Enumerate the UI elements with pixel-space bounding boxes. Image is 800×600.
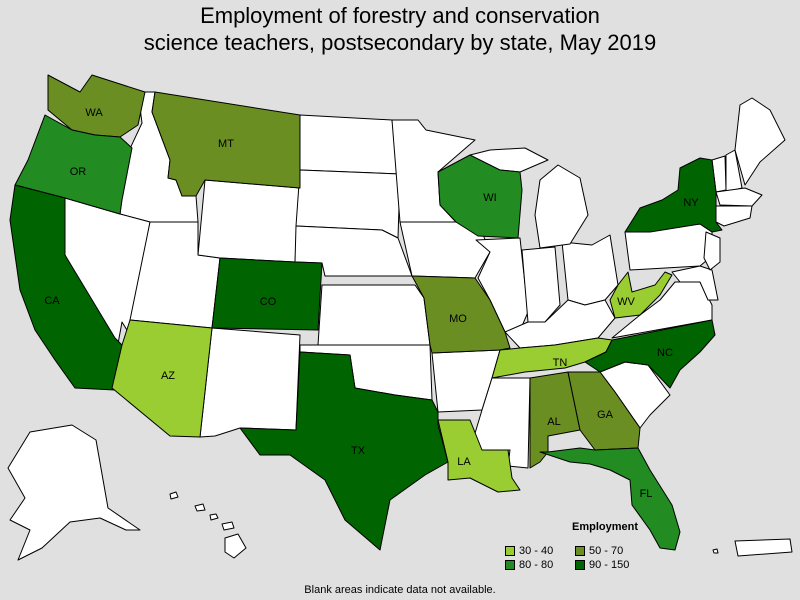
state-NY[interactable] [624,157,723,233]
label-WI: WI [483,192,496,204]
state-MI[interactable] [534,164,589,249]
label-NC: NC [657,347,673,359]
state-LA[interactable] [437,419,521,493]
state-TX[interactable] [239,351,449,551]
state-WV[interactable] [609,271,673,319]
colored-states [9,74,723,551]
state-MD-DE[interactable] [671,265,719,301]
state-WA[interactable] [47,74,146,138]
state-CT-RI[interactable] [715,205,753,227]
state-labels: WA OR CA MT CO AZ TX MO WI LA TN AL GA F… [44,107,699,500]
state-ME[interactable] [734,97,786,186]
state-CO[interactable] [211,257,323,331]
legend-label-30-40: 30 - 40 [519,545,554,557]
label-OR: OR [70,166,87,178]
state-NJ[interactable] [703,231,721,271]
state-MA[interactable] [715,187,763,207]
legend-label-90-150: 90 - 150 [589,559,630,571]
state-AZ[interactable] [111,319,213,438]
state-NC[interactable] [584,319,716,389]
state-WI[interactable] [437,154,523,239]
label-TX: TX [351,445,366,457]
label-FL: FL [640,488,653,500]
label-WA: WA [85,107,103,119]
title-line-1: Employment of forestry and conservation [200,3,600,28]
state-IN[interactable] [521,246,561,323]
legend-label-50-70: 50 - 70 [589,545,624,557]
legend-title: Employment [571,521,638,533]
state-NM[interactable] [199,327,301,438]
label-TN: TN [553,357,568,369]
legend-swatch-30-40 [505,546,515,556]
state-CA[interactable] [9,184,123,391]
label-CA: CA [44,295,60,307]
label-AL: AL [547,416,560,428]
label-NY: NY [683,197,699,209]
title-line-2: science teachers, postsecondary by state… [143,30,657,55]
legend-swatch-80-80 [505,560,515,570]
label-MO: MO [449,313,467,325]
no-data-states [7,91,793,561]
state-GA[interactable] [567,371,641,451]
legend-swatch-50-70 [575,546,585,556]
legend: Employment 30 - 40 50 - 70 80 - 80 90 - … [505,521,665,571]
legend-item-50-70: 50 - 70 [575,545,655,557]
state-FL[interactable] [539,447,681,551]
state-HI[interactable] [169,491,247,559]
territory-PR[interactable] [734,538,793,557]
state-MT[interactable] [151,91,301,197]
map-title: Employment of forestry and conservation … [0,2,800,56]
legend-item-30-40: 30 - 40 [505,545,575,557]
label-AZ: AZ [161,370,175,382]
state-ND[interactable] [299,114,401,175]
state-WY[interactable] [197,179,301,263]
state-AK[interactable] [7,424,141,561]
label-GA: GA [597,409,614,421]
footnote: Blank areas indicate data not available. [304,584,496,596]
state-KS[interactable] [317,284,431,346]
legend-items: 30 - 40 50 - 70 80 - 80 90 - 150 [505,545,665,571]
legend-item-90-150: 90 - 150 [575,559,655,571]
state-OR[interactable] [14,114,133,215]
legend-label-80-80: 80 - 80 [519,559,554,571]
territory-VI[interactable] [712,548,719,554]
label-MT: MT [218,138,234,150]
label-LA: LA [457,456,471,468]
legend-swatch-90-150 [575,560,585,570]
label-WV: WV [617,296,635,308]
state-OH[interactable] [561,234,619,306]
legend-item-80-80: 80 - 80 [505,559,575,571]
label-CO: CO [260,296,277,308]
